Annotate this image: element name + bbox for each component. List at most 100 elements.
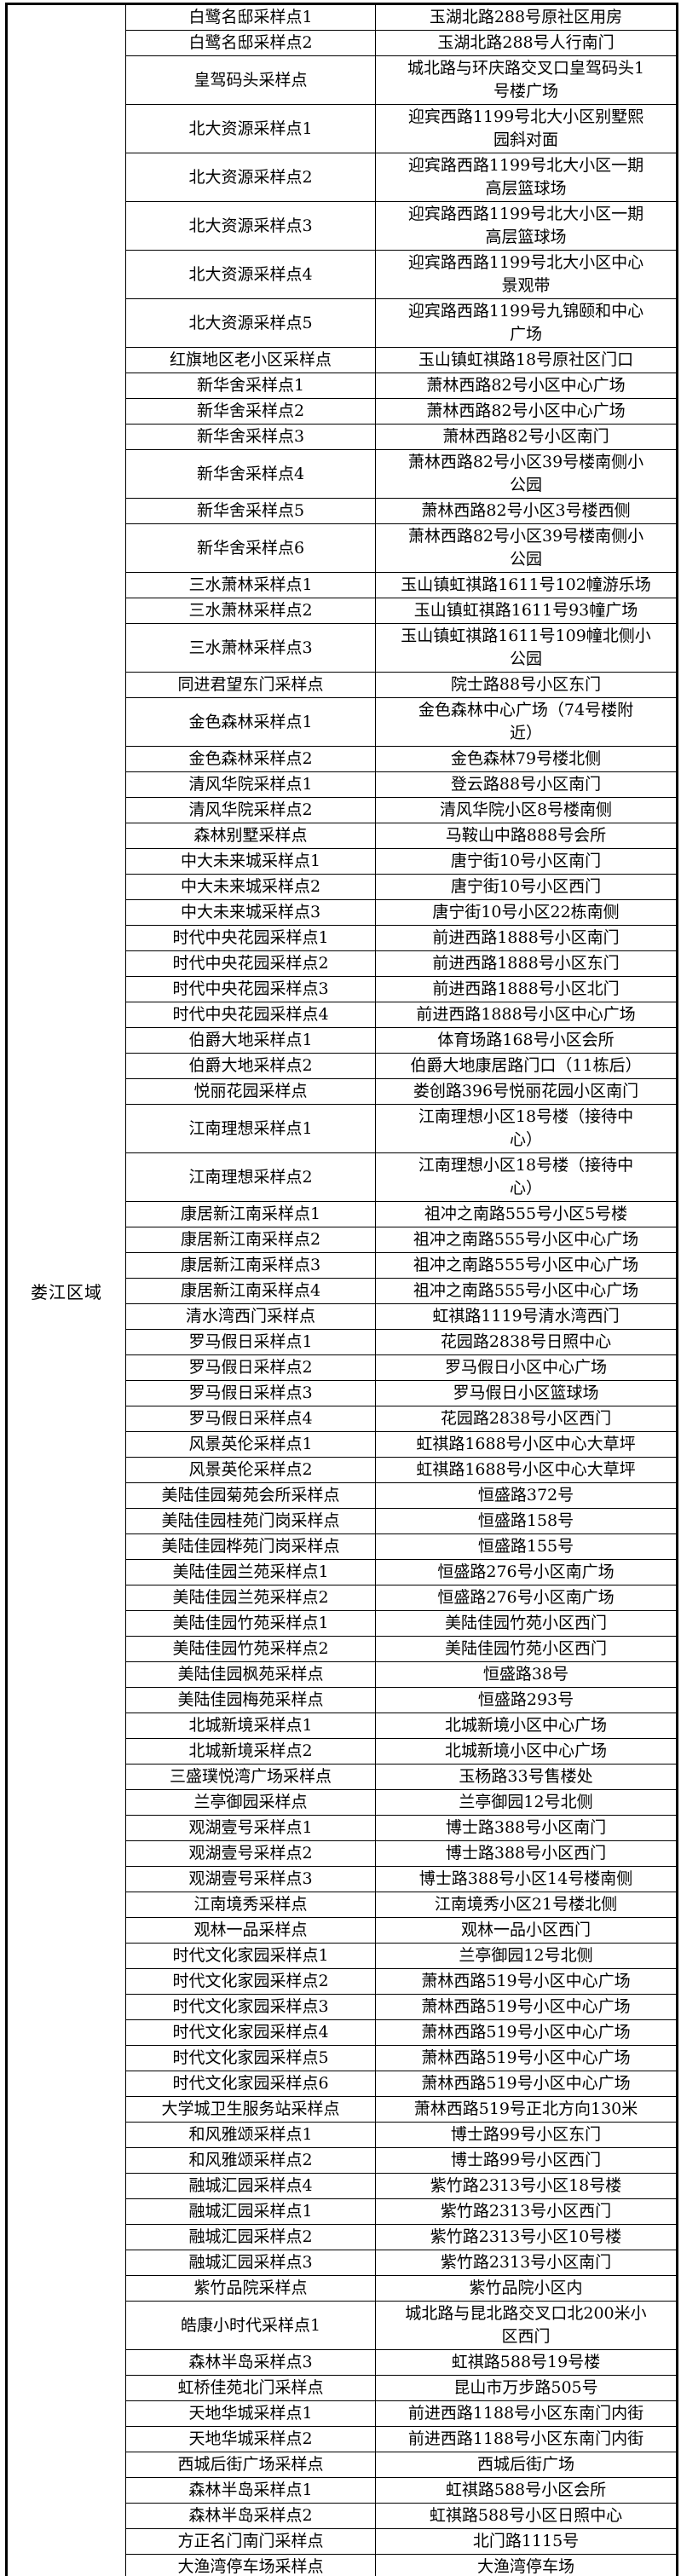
site-address-cell: 江南理想小区18号楼（接待中 心） xyxy=(375,1152,678,1202)
site-address-cell: 紫竹路2313号小区10号楼 xyxy=(375,2224,678,2250)
site-name-cell: 时代中央花园采样点3 xyxy=(125,976,376,1002)
site-address-cell: 迎宾路西路1199号北大小区中心 景观带 xyxy=(375,250,678,299)
site-address-cell: 虹祺路1688号小区中心大草坪 xyxy=(375,1431,678,1458)
site-name-cell: 康居新江南采样点2 xyxy=(125,1227,376,1253)
site-name-cell: 森林半岛采样点3 xyxy=(125,2349,376,2376)
table-row: 三水萧林采样点2 玉山镇虹祺路1611号93幢广场 xyxy=(7,598,678,624)
table-row: 森林半岛采样点3 虹祺路588号19号楼 xyxy=(7,2349,678,2376)
site-address-cell: 清风华院小区8号楼南侧 xyxy=(375,797,678,823)
table-row: 新华舍采样点6 萧林西路82号小区39号楼南侧小 公园 xyxy=(7,523,678,573)
site-name-cell: 美陆佳园菊苑会所采样点 xyxy=(125,1482,376,1509)
site-address-cell: 北城新境小区中心广场 xyxy=(375,1713,678,1739)
site-name-cell: 清水湾西门采样点 xyxy=(125,1303,376,1330)
site-name-cell: 伯爵大地采样点1 xyxy=(125,1027,376,1054)
table-row: 大渔湾停车场采样点 大渔湾停车场 xyxy=(7,2554,678,2576)
site-address-cell: 萧林西路519号小区中心广场 xyxy=(375,2045,678,2071)
site-address-cell: 玉湖北路288号人行南门 xyxy=(375,30,678,56)
site-name-cell: 美陆佳园梅苑采样点 xyxy=(125,1687,376,1713)
site-name-cell: 北大资源采样点1 xyxy=(125,104,376,153)
table-row: 虹桥佳苑北门采样点 昆山市万步路505号 xyxy=(7,2375,678,2401)
site-name-cell: 罗马假日采样点4 xyxy=(125,1406,376,1432)
table-row: 观湖壹号采样点3 博士路388号小区14号楼南侧 xyxy=(7,1866,678,1892)
site-address-cell: 金色森林中心广场（74号楼附 近） xyxy=(375,697,678,747)
site-name-cell: 时代文化家园采样点1 xyxy=(125,1943,376,1969)
site-name-cell: 时代中央花园采样点4 xyxy=(125,1002,376,1028)
site-name-cell: 时代中央花园采样点1 xyxy=(125,925,376,951)
site-name-cell: 皓康小时代采样点1 xyxy=(125,2301,376,2350)
site-name-cell: 康居新江南采样点3 xyxy=(125,1252,376,1279)
site-address-cell: 祖冲之南路555号小区中心广场 xyxy=(375,1278,678,1304)
site-name-cell: 康居新江南采样点1 xyxy=(125,1201,376,1227)
site-name-cell: 中大未来城采样点3 xyxy=(125,899,376,926)
site-address-cell: 紫竹品院小区内 xyxy=(375,2275,678,2302)
table-row: 风景英伦采样点2 虹祺路1688号小区中心大草坪 xyxy=(7,1457,678,1483)
site-address-cell: 江南理想小区18号楼（接待中 心） xyxy=(375,1104,678,1153)
site-name-cell: 美陆佳园枫苑采样点 xyxy=(125,1661,376,1688)
site-name-cell: 和风雅颂采样点1 xyxy=(125,2122,376,2148)
site-address-cell: 紫竹路2313号小区西门 xyxy=(375,2198,678,2225)
site-address-cell: 紫竹路2313号小区南门 xyxy=(375,2250,678,2276)
site-address-cell: 萧林西路82号小区39号楼南侧小 公园 xyxy=(375,523,678,573)
table-row: 康居新江南采样点1 祖冲之南路555号小区5号楼 xyxy=(7,1201,678,1227)
table-row: 美陆佳园梅苑采样点 恒盛路293号 xyxy=(7,1687,678,1713)
site-address-cell: 观林一品小区西门 xyxy=(375,1917,678,1944)
table-row: 康居新江南采样点2 祖冲之南路555号小区中心广场 xyxy=(7,1227,678,1253)
site-address-cell: 博士路99号小区东门 xyxy=(375,2122,678,2148)
table-row: 清风华院采样点2 清风华院小区8号楼南侧 xyxy=(7,797,678,823)
table-row: 江南理想采样点1 江南理想小区18号楼（接待中 心） xyxy=(7,1104,678,1153)
site-name-cell: 中大未来城采样点1 xyxy=(125,848,376,875)
site-address-cell: 北门路1115号 xyxy=(375,2528,678,2555)
table-row: 中大未来城采样点3 唐宁街10号小区22栋南侧 xyxy=(7,899,678,926)
site-name-cell: 皇驾码头采样点 xyxy=(125,55,376,105)
site-address-cell: 马鞍山中路888号会所 xyxy=(375,823,678,849)
site-address-cell: 虹祺路588号小区会所 xyxy=(375,2477,678,2504)
site-name-cell: 红旗地区老小区采样点 xyxy=(125,347,376,373)
table-row: 紫竹品院采样点 紫竹品院小区内 xyxy=(7,2275,678,2302)
site-name-cell: 罗马假日采样点1 xyxy=(125,1329,376,1355)
site-name-cell: 观林一品采样点 xyxy=(125,1917,376,1944)
table-row: 北大资源采样点4 迎宾路西路1199号北大小区中心 景观带 xyxy=(7,250,678,299)
site-name-cell: 金色森林采样点1 xyxy=(125,697,376,747)
site-name-cell: 融城汇园采样点4 xyxy=(125,2173,376,2199)
site-address-cell: 花园路2838号日照中心 xyxy=(375,1329,678,1355)
site-address-cell: 迎宾路西路1199号北大小区一期 高层篮球场 xyxy=(375,201,678,251)
table-row: 美陆佳园竹苑采样点2 美陆佳园竹苑小区西门 xyxy=(7,1636,678,1662)
site-name-cell: 北城新境采样点2 xyxy=(125,1738,376,1765)
site-address-cell: 博士路388号小区南门 xyxy=(375,1815,678,1841)
table-row: 时代中央花园采样点2 前进西路1888号小区东门 xyxy=(7,950,678,977)
site-address-cell: 萧林西路82号小区中心广场 xyxy=(375,398,678,425)
site-name-cell: 新华舍采样点5 xyxy=(125,498,376,524)
table-row: 北城新境采样点1 北城新境小区中心广场 xyxy=(7,1713,678,1739)
site-name-cell: 新华舍采样点4 xyxy=(125,449,376,499)
site-address-cell: 前进西路1888号小区北门 xyxy=(375,976,678,1002)
site-name-cell: 江南理想采样点2 xyxy=(125,1152,376,1202)
table-row: 方正名门南门采样点 北门路1115号 xyxy=(7,2528,678,2555)
table-row: 罗马假日采样点3 罗马假日小区篮球场 xyxy=(7,1380,678,1406)
table-row: 皓康小时代采样点1 城北路与昆北路交叉口北200米小 区西门 xyxy=(7,2301,678,2350)
site-name-cell: 罗马假日采样点2 xyxy=(125,1354,376,1381)
table-row: 清水湾西门采样点 虹祺路1119号清水湾西门 xyxy=(7,1303,678,1330)
site-name-cell: 清风华院采样点2 xyxy=(125,797,376,823)
table-row: 观林一品采样点 观林一品小区西门 xyxy=(7,1917,678,1944)
site-address-cell: 北城新境小区中心广场 xyxy=(375,1738,678,1765)
site-address-cell: 前进西路1188号小区东南门内街 xyxy=(375,2426,678,2452)
site-name-cell: 西城后街广场采样点 xyxy=(125,2452,376,2478)
site-address-cell: 迎宾西路1199号北大小区别墅熙 园斜对面 xyxy=(375,104,678,153)
site-address-cell: 西城后街广场 xyxy=(375,2452,678,2478)
table-row: 天地华城采样点1 前进西路1188号小区东南门内街 xyxy=(7,2400,678,2427)
table-row: 时代文化家园采样点3 萧林西路519号小区中心广场 xyxy=(7,1994,678,2020)
table-row: 娄江区域 白鹭名邸采样点1 玉湖北路288号原社区用房 xyxy=(6,3,678,2576)
site-address-cell: 祖冲之南路555号小区5号楼 xyxy=(375,1201,678,1227)
table-row: 白鹭名邸采样点2 玉湖北路288号人行南门 xyxy=(7,30,678,56)
site-name-cell: 融城汇园采样点2 xyxy=(125,2224,376,2250)
table-row: 融城汇园采样点3 紫竹路2313号小区南门 xyxy=(7,2250,678,2276)
site-name-cell: 清风华院采样点1 xyxy=(125,771,376,798)
table-row: 观湖壹号采样点1 博士路388号小区南门 xyxy=(7,1815,678,1841)
table-row: 罗马假日采样点2 罗马假日小区中心广场 xyxy=(7,1354,678,1381)
site-name-cell: 新华舍采样点2 xyxy=(125,398,376,425)
table-row: 大学城卫生服务站采样点 萧林西路519号正北方向130米 xyxy=(7,2096,678,2123)
table-row: 美陆佳园桂苑门岗采样点 恒盛路158号 xyxy=(7,1508,678,1534)
table-row: 罗马假日采样点4 花园路2838号小区西门 xyxy=(7,1406,678,1432)
site-name-cell: 虹桥佳苑北门采样点 xyxy=(125,2375,376,2401)
site-address-cell: 恒盛路276号小区南广场 xyxy=(375,1585,678,1611)
